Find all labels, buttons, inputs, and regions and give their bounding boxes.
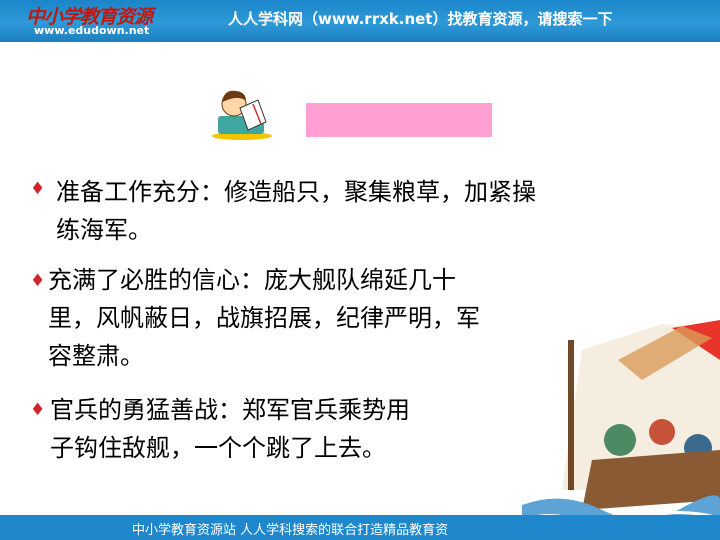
point-2-line-2: 里，风帆蔽日，战旗招展，纪律严明，军 xyxy=(48,304,480,332)
title-placeholder-box xyxy=(306,103,492,137)
footer-bar: 中小学教育资源站 人人学科搜索的联合打造精品教育资 xyxy=(0,515,720,540)
naval-battle-illustration xyxy=(522,320,720,540)
footer-text: 中小学教育资源站 人人学科搜索的联合打造精品教育资 xyxy=(132,523,449,538)
point-1-line-2: 练海军。 xyxy=(56,216,152,244)
boy-reading-book-icon xyxy=(212,90,272,140)
point-2-line-3: 容整肃。 xyxy=(48,342,144,370)
bullet-diamond-icon: ♦ xyxy=(30,400,46,420)
point-3-line-2: 子钩住敌舰，一个个跳了上去。 xyxy=(50,434,386,462)
bullet-diamond-icon: ♦ xyxy=(30,271,46,291)
bullet-diamond-icon: ♦ xyxy=(30,179,46,199)
site-logo[interactable]: 中小学教育资源 xyxy=(26,6,153,28)
header-slogan: 人人学科网（www.rrxk.net）找教育资源，请搜索一下 xyxy=(228,10,613,28)
point-2-line-1: 充满了必胜的信心：庞大舰队绵延几十 xyxy=(48,266,456,294)
logo-url[interactable]: www.edudown.net xyxy=(34,24,150,37)
point-3-line-1: 官兵的勇猛善战：郑军官兵乘势用 xyxy=(50,396,410,424)
point-1-line-1: 准备工作充分：修造船只，聚集粮草，加紧操 xyxy=(56,178,536,206)
header-bar: 中小学教育资源 www.edudown.net 人人学科网（www.rrxk.n… xyxy=(0,0,720,42)
